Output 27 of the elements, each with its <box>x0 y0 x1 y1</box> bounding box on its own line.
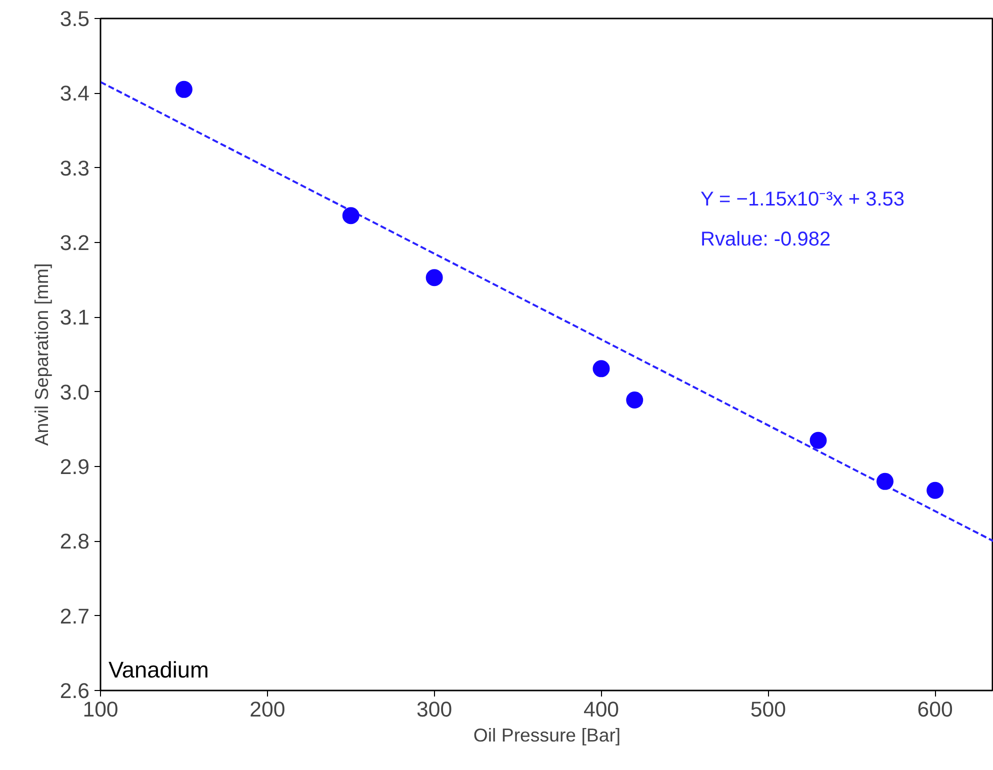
y-tick-label: 3.3 <box>60 156 90 180</box>
point <box>342 207 360 224</box>
point <box>926 482 944 499</box>
x-tick-label: 500 <box>750 698 786 722</box>
y-tick-label: 3.0 <box>60 380 90 404</box>
x-axis-title: Oil Pressure [Bar] <box>473 724 621 746</box>
x-tick-label: 400 <box>583 698 620 722</box>
y-tick-label: 3.4 <box>60 82 90 106</box>
annotation: Vanadium <box>108 656 209 682</box>
x-tick-label: 600 <box>917 698 954 722</box>
annotation: Y = −1.15x10⁻³x + 3.53 <box>700 188 905 210</box>
x-tick-label: 200 <box>250 698 286 722</box>
y-axis-title: Anvil Separation [mm] <box>30 263 52 446</box>
y-tick-label: 3.5 <box>60 7 90 31</box>
y-tick-label: 2.8 <box>60 530 90 554</box>
y-tick-label: 3.2 <box>60 231 90 255</box>
y-tick-label: 2.9 <box>60 455 90 479</box>
point <box>175 80 192 98</box>
y-tick-label: 3.1 <box>60 306 90 330</box>
point <box>810 432 827 449</box>
point <box>876 472 894 490</box>
annotation: Rvalue: -0.982 <box>700 228 831 250</box>
point <box>592 360 610 378</box>
point <box>426 269 443 286</box>
x-tick-label: 300 <box>416 698 452 722</box>
y-tick-label: 2.7 <box>60 604 90 628</box>
point <box>626 392 644 409</box>
